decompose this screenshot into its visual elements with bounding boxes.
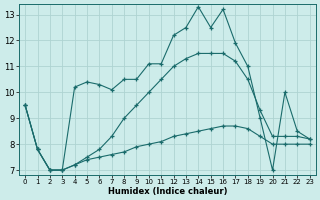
X-axis label: Humidex (Indice chaleur): Humidex (Indice chaleur): [108, 187, 227, 196]
